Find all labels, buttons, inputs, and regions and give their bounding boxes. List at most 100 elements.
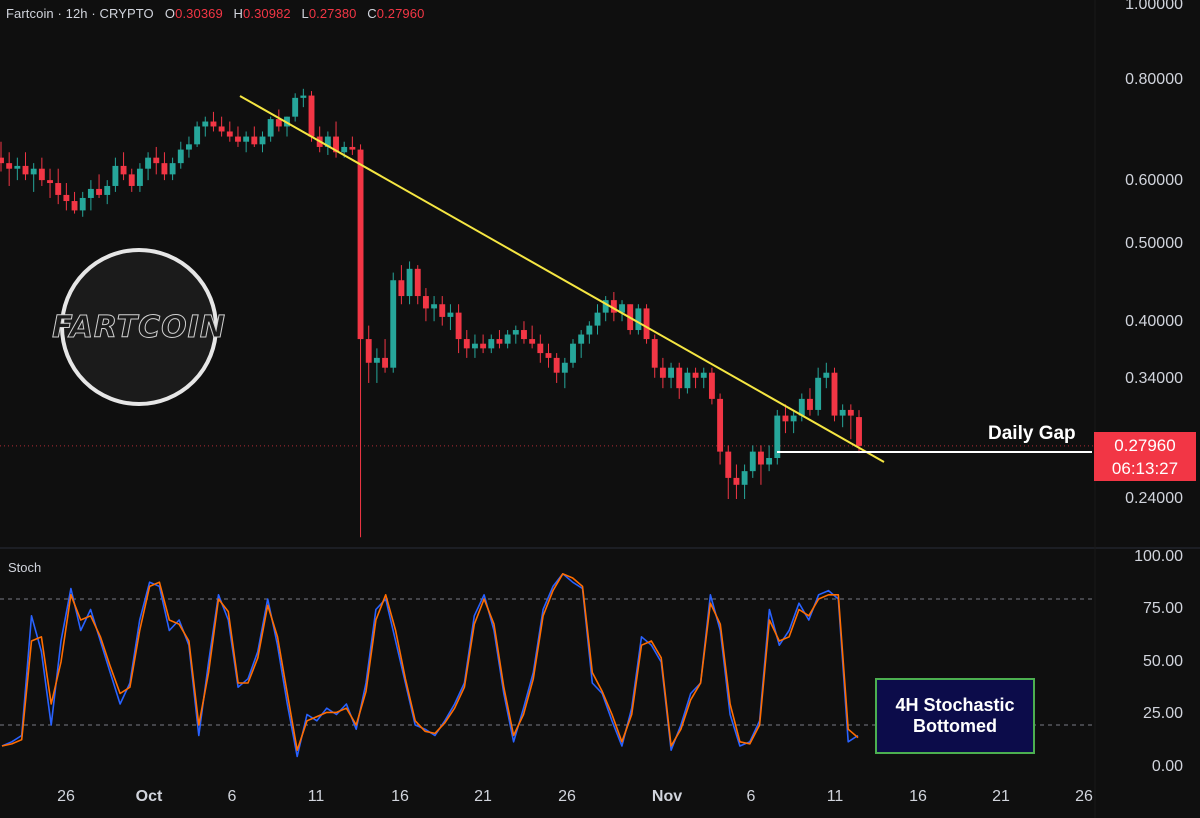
candle-body: [741, 471, 748, 485]
candle-body: [472, 343, 478, 349]
candle-body: [267, 119, 274, 137]
candle-body: [22, 165, 29, 175]
candle-body: [463, 339, 470, 349]
candle-body: [194, 126, 201, 145]
candle-body: [79, 197, 86, 211]
close-label: C: [367, 6, 377, 21]
date-tick: 26: [57, 788, 75, 805]
price-tick: 0.40000: [1125, 313, 1183, 330]
daily-gap-label: Daily Gap: [988, 423, 1076, 444]
candle-body: [275, 119, 282, 127]
price-tick: 0.24000: [1125, 490, 1183, 507]
high-label: H: [233, 6, 244, 21]
price-tick: 0.60000: [1125, 172, 1183, 189]
candle-body: [112, 165, 119, 186]
candle-body: [790, 415, 797, 422]
candle-body: [847, 409, 854, 416]
high-value: 0.30982: [243, 6, 291, 21]
candle-body: [643, 308, 650, 340]
price-tick: 0.50000: [1125, 235, 1183, 252]
date-tick: 21: [992, 788, 1010, 805]
candle-body: [308, 95, 315, 137]
candle-body: [63, 194, 70, 202]
candle-body: [71, 201, 78, 211]
candle-body: [414, 268, 421, 297]
candle-body: [798, 398, 805, 416]
candle-body: [839, 409, 846, 416]
candle-body: [226, 131, 233, 137]
stoch-tick: 75.00: [1142, 600, 1183, 617]
candle-body: [807, 398, 813, 410]
candle-body: [292, 97, 299, 117]
stochastic-annotation-box: 4H Stochastic Bottomed: [875, 678, 1035, 754]
low-value: 0.27380: [308, 6, 357, 21]
date-tick: 16: [909, 788, 927, 805]
candle-body: [349, 146, 356, 150]
candle-body: [259, 136, 266, 145]
candle-body: [488, 339, 495, 349]
candle-body: [30, 168, 37, 175]
candle-body: [856, 417, 862, 446]
stoch-annotation-line1: 4H Stochastic: [895, 695, 1015, 715]
candle-body: [218, 126, 225, 132]
price-tick: 0.34000: [1125, 370, 1183, 387]
open-value: 0.30369: [175, 6, 223, 21]
candle-body: [120, 165, 127, 175]
bar-countdown: 06:13:27: [1111, 459, 1179, 478]
candle-body: [700, 372, 707, 378]
price-tick: 1.00000: [1125, 0, 1183, 13]
candle-body: [341, 146, 348, 153]
stoch-tick: 100.00: [1134, 548, 1183, 565]
descending-trendline: [239, 95, 885, 463]
candle-body: [610, 300, 617, 313]
candle-body: [774, 415, 781, 459]
candle-body: [708, 372, 715, 399]
candle-body: [136, 168, 143, 186]
candle-body: [749, 451, 756, 472]
candle-body: [104, 185, 111, 195]
candle-body: [153, 157, 160, 164]
candle-body: [324, 136, 331, 147]
candle-body: [365, 339, 372, 363]
price-tick: 0.80000: [1125, 71, 1183, 88]
candle-body: [512, 330, 519, 335]
stoch-tick: 0.00: [1151, 758, 1183, 775]
candle-body: [496, 339, 503, 344]
candle-body: [38, 168, 45, 181]
candle-body: [161, 163, 168, 175]
stoch-tick: 25.00: [1142, 705, 1183, 722]
current-price-value: 0.27960: [1114, 436, 1176, 455]
candle-body: [422, 296, 429, 309]
date-tick: 21: [474, 788, 492, 805]
candle-body: [14, 165, 21, 169]
candle-body: [447, 312, 454, 317]
candle-body: [570, 343, 576, 363]
date-tick: 16: [391, 788, 409, 805]
candle-body: [635, 308, 642, 331]
stoch-pane-title: Stoch: [8, 560, 42, 575]
stoch-annotation-line2: Bottomed: [913, 716, 997, 736]
candle-body: [668, 367, 674, 378]
date-tick: 6: [227, 788, 237, 805]
candle-body: [537, 343, 544, 354]
candle-body: [561, 362, 568, 373]
candle-body: [0, 157, 4, 164]
low-label: L: [301, 6, 309, 21]
candle-body: [553, 357, 560, 373]
candle-body: [725, 451, 732, 478]
candle-body: [594, 312, 601, 326]
candle-body: [300, 95, 307, 98]
candle-body: [406, 268, 413, 297]
candle-body: [186, 144, 192, 150]
candle-body: [96, 188, 102, 195]
candle-body: [210, 121, 217, 127]
symbol-label: Fartcoin · 12h · CRYPTO: [6, 6, 154, 21]
candle-body: [659, 367, 666, 378]
candle-body: [398, 280, 405, 297]
candle-body: [431, 304, 438, 309]
candle-body: [87, 188, 94, 198]
close-value: 0.27960: [376, 6, 425, 21]
stoch-d-line: [1, 572, 859, 752]
candle-body: [390, 280, 397, 368]
